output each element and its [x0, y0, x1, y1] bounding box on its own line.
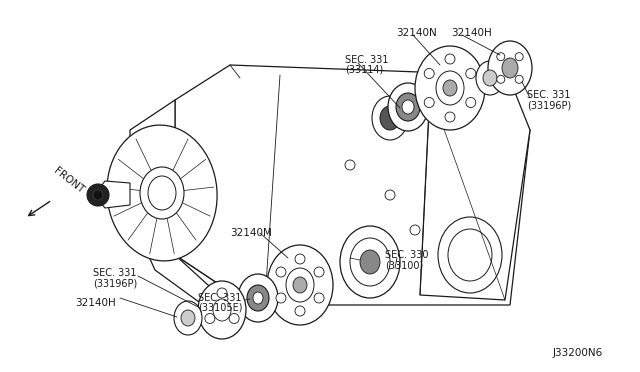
- Circle shape: [276, 267, 286, 277]
- Text: (33196P): (33196P): [93, 278, 137, 288]
- Ellipse shape: [443, 80, 457, 96]
- Text: 32140H: 32140H: [75, 298, 116, 308]
- Ellipse shape: [488, 41, 532, 95]
- Circle shape: [385, 190, 395, 200]
- Ellipse shape: [247, 285, 269, 311]
- Ellipse shape: [448, 229, 492, 281]
- Ellipse shape: [267, 245, 333, 325]
- Circle shape: [229, 314, 239, 324]
- Text: SEC. 331: SEC. 331: [527, 90, 570, 100]
- Ellipse shape: [372, 96, 408, 140]
- Ellipse shape: [174, 301, 202, 335]
- Ellipse shape: [272, 250, 308, 294]
- Ellipse shape: [213, 299, 231, 321]
- Text: 32140N: 32140N: [396, 28, 436, 38]
- Circle shape: [295, 254, 305, 264]
- Circle shape: [205, 314, 215, 324]
- Circle shape: [276, 293, 286, 303]
- Circle shape: [87, 184, 109, 206]
- Ellipse shape: [388, 83, 428, 131]
- Text: FRONT: FRONT: [52, 166, 86, 195]
- Ellipse shape: [436, 71, 464, 105]
- Circle shape: [410, 225, 420, 235]
- Circle shape: [515, 53, 523, 61]
- Polygon shape: [175, 65, 530, 305]
- Circle shape: [314, 267, 324, 277]
- Text: (33105E): (33105E): [198, 303, 243, 313]
- Ellipse shape: [360, 250, 380, 274]
- Circle shape: [217, 288, 227, 298]
- Text: 32140M: 32140M: [230, 228, 272, 238]
- Ellipse shape: [286, 268, 314, 302]
- Ellipse shape: [253, 292, 263, 304]
- Ellipse shape: [476, 61, 504, 95]
- Ellipse shape: [483, 70, 497, 86]
- Circle shape: [345, 160, 355, 170]
- Text: (33114): (33114): [345, 65, 383, 75]
- Circle shape: [355, 235, 365, 245]
- Text: SEC. 331: SEC. 331: [345, 55, 388, 65]
- Ellipse shape: [340, 226, 400, 298]
- Ellipse shape: [280, 260, 300, 284]
- Text: SEC. 331: SEC. 331: [93, 268, 136, 278]
- Ellipse shape: [198, 281, 246, 339]
- Ellipse shape: [293, 277, 307, 293]
- Circle shape: [466, 97, 476, 108]
- Circle shape: [497, 75, 505, 83]
- Circle shape: [314, 293, 324, 303]
- Circle shape: [93, 190, 103, 200]
- Circle shape: [295, 306, 305, 316]
- Text: SEC. 331: SEC. 331: [198, 293, 241, 303]
- Text: (33196P): (33196P): [527, 100, 572, 110]
- Circle shape: [424, 68, 434, 78]
- Text: 32140H: 32140H: [451, 28, 492, 38]
- Ellipse shape: [350, 238, 390, 286]
- Text: (33100): (33100): [385, 260, 423, 270]
- Ellipse shape: [107, 125, 217, 261]
- Text: J33200N6: J33200N6: [553, 348, 604, 358]
- Ellipse shape: [502, 58, 518, 78]
- Ellipse shape: [148, 176, 176, 210]
- Circle shape: [424, 97, 434, 108]
- Ellipse shape: [396, 93, 420, 121]
- Circle shape: [497, 53, 505, 61]
- Circle shape: [445, 112, 455, 122]
- Ellipse shape: [438, 217, 502, 293]
- Ellipse shape: [415, 46, 485, 130]
- Polygon shape: [420, 80, 530, 300]
- Ellipse shape: [380, 106, 400, 130]
- Polygon shape: [130, 100, 230, 310]
- Polygon shape: [98, 181, 130, 208]
- Ellipse shape: [402, 100, 414, 114]
- Circle shape: [515, 75, 523, 83]
- Circle shape: [445, 54, 455, 64]
- Circle shape: [466, 68, 476, 78]
- Ellipse shape: [238, 274, 278, 322]
- Ellipse shape: [140, 167, 184, 219]
- Ellipse shape: [181, 310, 195, 326]
- Text: SEC. 330: SEC. 330: [385, 250, 429, 260]
